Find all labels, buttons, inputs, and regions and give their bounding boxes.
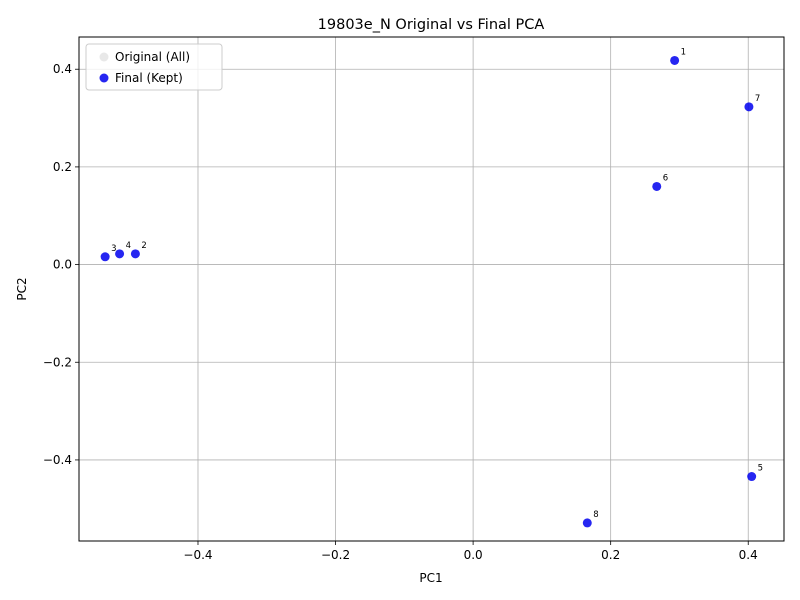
point-label: 2 — [141, 241, 146, 251]
point-label: 5 — [758, 464, 763, 474]
data-point-6 — [652, 181, 662, 191]
x-axis-label: PC1 — [419, 571, 442, 585]
data-point-5 — [747, 472, 757, 482]
y-tick-label: 0.0 — [53, 258, 72, 272]
legend-label-final: Final (Kept) — [115, 71, 183, 85]
point-label: 8 — [593, 510, 598, 520]
plot-area-frame — [78, 36, 785, 542]
x-tick-label: 0.2 — [601, 548, 620, 562]
point-label: 1 — [681, 47, 686, 57]
y-tick-label: −0.4 — [43, 453, 72, 467]
x-tick-label: 0.4 — [739, 548, 758, 562]
point-label: 7 — [755, 94, 760, 104]
grid — [79, 37, 784, 541]
legend-box — [85, 43, 223, 91]
point-label: 4 — [126, 241, 131, 251]
data-point-7 — [744, 102, 754, 112]
y-tick-label: 0.4 — [53, 62, 72, 76]
legend-marker-final — [99, 73, 109, 83]
x-tick-label: −0.2 — [321, 548, 350, 562]
axis-ticks: −0.4 −0.2 0.0 0.2 0.4 −0.4 −0.2 0.0 0.2 0.4 — [43, 62, 758, 562]
legend-marker-original — [99, 52, 109, 62]
point-label: 6 — [663, 173, 668, 183]
data-point-3 — [100, 252, 110, 262]
data-point-4 — [115, 249, 125, 259]
y-tick-label: 0.2 — [53, 160, 72, 174]
data-points: 1 2 3 4 5 6 7 8 — [100, 47, 763, 528]
data-point-2 — [130, 249, 140, 259]
chart-title: 19803e_N Original vs Final PCA — [318, 17, 545, 33]
data-point-8 — [582, 518, 592, 528]
point-label: 3 — [111, 244, 116, 254]
data-point-1 — [670, 55, 680, 65]
legend: Original (All) Final (Kept) — [85, 43, 223, 91]
x-tick-label: 0.0 — [464, 548, 483, 562]
legend-label-original: Original (All) — [115, 50, 190, 64]
x-tick-label: −0.4 — [183, 548, 212, 562]
y-axis-label: PC2 — [15, 277, 29, 300]
y-tick-label: −0.2 — [43, 355, 72, 369]
